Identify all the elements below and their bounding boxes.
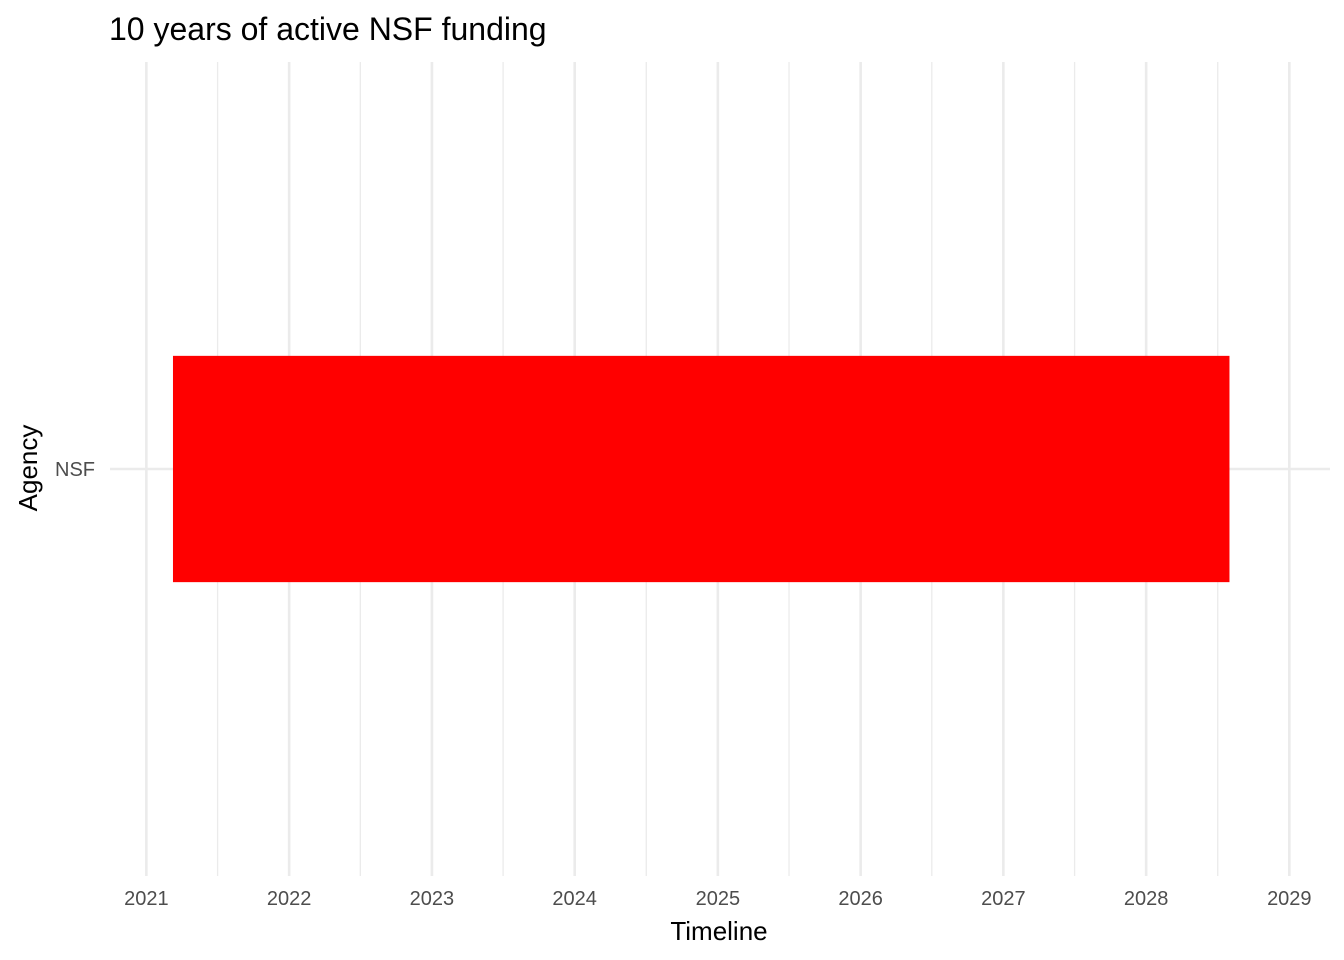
bars [172,355,1230,583]
x-tick-label: 2028 [1124,888,1169,910]
x-tick-label: 2027 [981,888,1026,910]
x-tick-label: 2029 [1267,888,1312,910]
y-axis-ticks: NSF [55,459,95,481]
y-tick-label: NSF [55,459,95,481]
x-axis-ticks: 2021 2022 2023 2024 2025 2026 2027 2028 2029 [124,888,1311,910]
x-axis-title: Timeline [670,916,767,946]
chart-title: 10 years of active NSF funding [109,11,547,47]
x-tick-label: 2025 [696,888,741,910]
y-axis-title: Agency [13,425,43,512]
x-tick-label: 2022 [267,888,312,910]
x-tick-label: 2026 [838,888,883,910]
x-tick-label: 2021 [124,888,169,910]
x-tick-label: 2023 [410,888,455,910]
bar-nsf [172,355,1230,583]
x-tick-label: 2024 [552,888,597,910]
